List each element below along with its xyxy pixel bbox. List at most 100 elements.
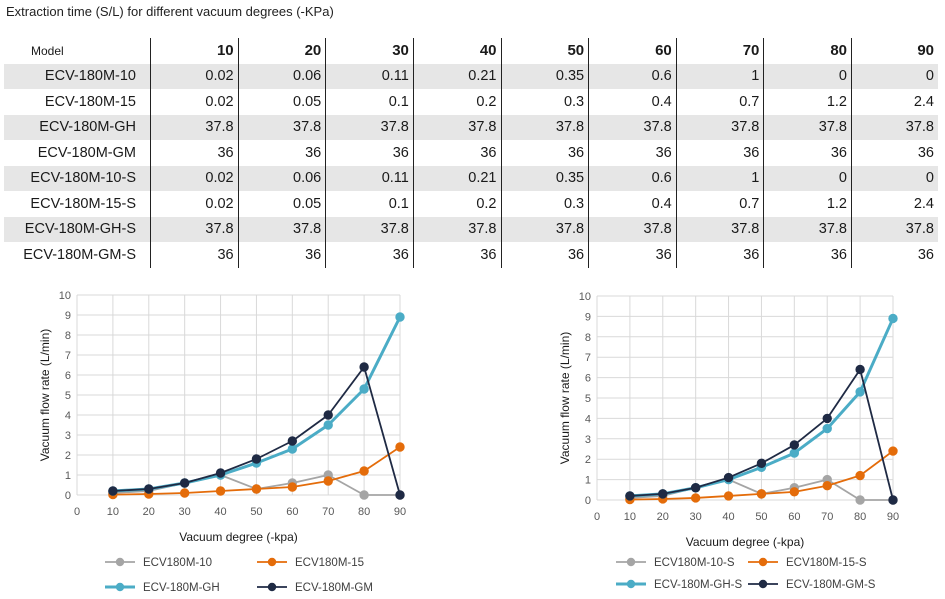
- data-point: [179, 478, 190, 488]
- y-tick-label: 10: [59, 290, 71, 302]
- legend-label: ECV180M-10: [143, 557, 212, 569]
- legend-marker: [758, 557, 768, 567]
- value-cell: 37.8: [237, 114, 326, 140]
- data-point: [723, 491, 734, 501]
- table-row: ECV-180M-GH 37.8 37.8 37.8 37.8 37.8 37.8 37.8 3…: [4, 114, 938, 140]
- value-cell: 2.4: [851, 191, 938, 217]
- column-header: 60: [588, 38, 677, 64]
- data-point: [251, 454, 262, 464]
- data-point: [287, 436, 298, 446]
- value-cell: 37.8: [763, 216, 852, 242]
- legend-label: ECV180M-10-S: [654, 557, 735, 569]
- value-cell: 0.02: [150, 89, 239, 115]
- value-cell: 37.8: [500, 114, 589, 140]
- data-point: [756, 458, 767, 468]
- x-tick-label: 20: [143, 506, 155, 518]
- value-cell: 0.11: [325, 63, 414, 89]
- table-row: ECV-180M-GM-S 36 36 36 36 36 36 36 36 36: [4, 242, 938, 268]
- legend-item: ECV-180M-GH-S: [616, 579, 743, 591]
- y-tick-label: 2: [65, 450, 71, 462]
- data-point: [888, 446, 898, 456]
- data-point: [789, 440, 800, 450]
- y-tick-label: 7: [585, 352, 591, 364]
- legend-label: ECV-180M-GH: [143, 582, 220, 594]
- column-header: 20: [237, 38, 326, 64]
- table-title: Extraction time (S/L) for different vacu…: [6, 4, 334, 19]
- x-axis-label: Vacuum degree (-kpa): [686, 535, 805, 549]
- y-tick-label: 0: [65, 490, 71, 502]
- data-point: [395, 490, 405, 500]
- value-cell: 0.21: [412, 165, 501, 191]
- data-point: [822, 413, 832, 424]
- x-tick-label: 0: [74, 506, 80, 518]
- value-cell: 36: [588, 140, 677, 166]
- value-cell: 36: [588, 242, 677, 268]
- value-cell: 36: [675, 140, 764, 166]
- data-point: [179, 488, 190, 498]
- value-cell: 36: [150, 242, 239, 268]
- x-tick-label: 0: [594, 511, 600, 523]
- value-cell: 36: [763, 242, 852, 268]
- y-tick-label: 10: [579, 291, 591, 303]
- y-tick-label: 4: [585, 413, 591, 425]
- data-point: [658, 489, 668, 499]
- legend-item: ECV-180M-GM: [257, 582, 373, 594]
- value-cell: 0: [851, 165, 938, 191]
- legend-item: ECV180M-15-S: [748, 557, 867, 569]
- value-cell: 36: [412, 242, 501, 268]
- data-point: [690, 483, 701, 493]
- data-point: [789, 448, 800, 458]
- data-point: [822, 481, 832, 491]
- value-cell: 0.3: [500, 191, 589, 217]
- data-point: [855, 364, 865, 375]
- x-tick-label: 90: [394, 506, 406, 518]
- y-axis-label: Vacuum flow rate (L/min): [38, 329, 52, 462]
- value-cell: 0.7: [675, 191, 764, 217]
- x-tick-label: 40: [722, 511, 734, 523]
- data-point: [215, 468, 226, 478]
- data-point: [395, 312, 405, 322]
- x-tick-label: 80: [358, 506, 370, 518]
- column-header: 50: [500, 38, 589, 64]
- legend-label: ECV180M-15: [295, 557, 364, 569]
- model-cell: ECV-180M-10: [4, 63, 151, 89]
- model-cell: ECV-180M-10-S: [4, 165, 151, 191]
- data-point: [789, 487, 800, 497]
- value-cell: 0.02: [150, 165, 239, 191]
- model-cell: ECV-180M-GM: [37, 144, 136, 161]
- value-cell: 37.8: [150, 216, 239, 242]
- y-tick-label: 7: [65, 350, 71, 362]
- y-tick-label: 6: [65, 370, 71, 382]
- column-header: 70: [675, 38, 764, 64]
- y-tick-label: 3: [585, 434, 591, 446]
- model-cell: ECV-180M-15: [44, 93, 136, 110]
- x-tick-label: 50: [755, 511, 767, 523]
- x-axis-label: Vacuum degree (-kpa): [179, 530, 298, 544]
- data-point: [323, 420, 333, 430]
- flow-rate-chart-standard: 0 1 2 3 4 5 6 7 8 9 10 0 10 20 30 40 50 60 70 80 90 Vacuum de…: [0, 282, 425, 599]
- legend-marker: [115, 557, 125, 567]
- value-cell: 37.8: [150, 114, 239, 140]
- legend-item: ECV-180M-GH: [105, 582, 220, 594]
- value-cell: 0.05: [237, 89, 326, 115]
- x-tick-label: 90: [887, 511, 899, 523]
- value-cell: 36: [325, 140, 414, 166]
- value-cell: 0.6: [588, 165, 677, 191]
- column-header: 90: [851, 38, 938, 64]
- legend-label: ECV-180M-GM: [295, 582, 373, 594]
- model-cell: ECV-180M-GH-S: [4, 216, 151, 242]
- data-point: [395, 442, 405, 452]
- y-axis-label: Vacuum flow rate (L/min): [558, 332, 572, 465]
- value-cell: 0.21: [412, 63, 501, 89]
- y-tick-label: 3: [65, 430, 71, 442]
- column-header: 30: [325, 38, 414, 64]
- value-cell: 0.2: [412, 89, 501, 115]
- data-point: [888, 495, 898, 505]
- value-cell: 0.02: [150, 191, 239, 217]
- data-point: [723, 472, 734, 483]
- flow-rate-chart-s-series: 0 1 2 3 4 5 6 7 8 9 10 0 10 20 30 40 50 60 70 80 90 Vacuum de…: [520, 282, 945, 599]
- table-row: ECV-180M-15 0.02 0.05 0.1 0.2 0.3 0.4 0.7 1.2 2.4: [4, 89, 938, 115]
- legend-marker: [626, 557, 636, 567]
- legend-label: ECV-180M-GM-S: [786, 579, 876, 591]
- chart-svg: 0 1 2 3 4 5 6 7 8 9 10 0 10 20 30 40 50 60 70 80 90 Vacuum de…: [558, 291, 899, 591]
